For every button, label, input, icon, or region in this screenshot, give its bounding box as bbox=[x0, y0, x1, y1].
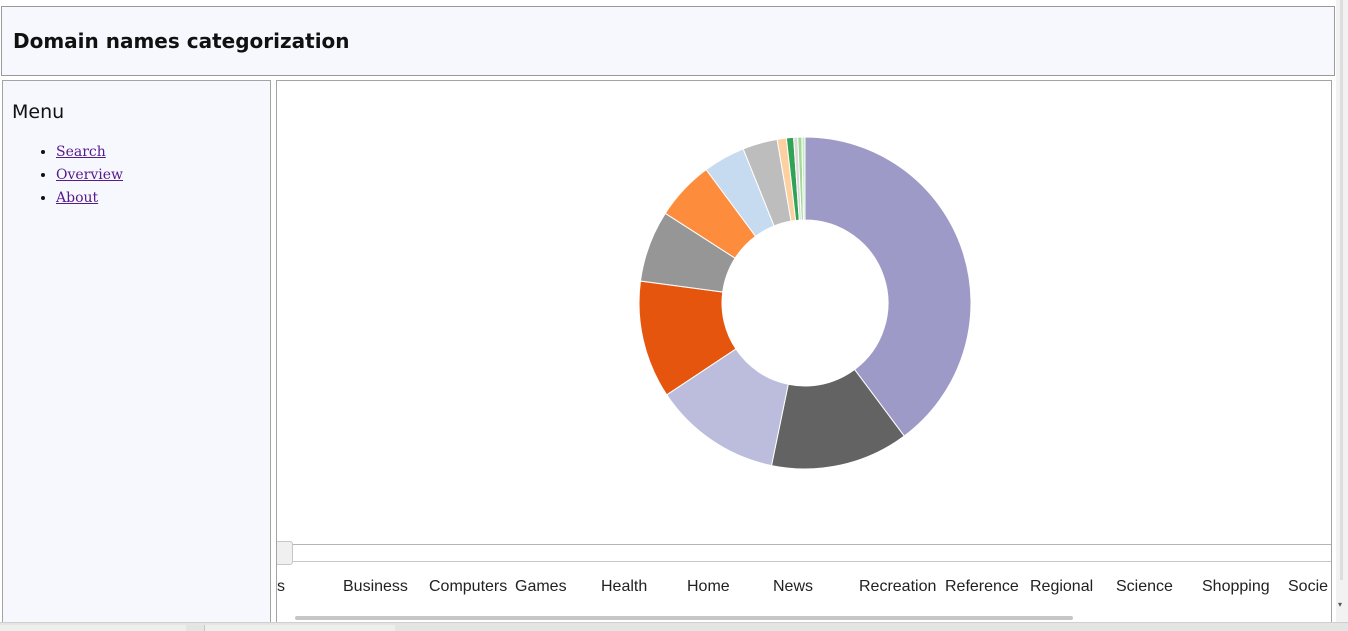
about-link[interactable]: About bbox=[56, 190, 99, 206]
vertical-scrollbar[interactable]: ▾ bbox=[1336, 0, 1348, 630]
donut-slice-12[interactable] bbox=[801, 136, 806, 221]
bottom-scrollbar-segment bbox=[0, 625, 186, 631]
page-title: Domain names categorization bbox=[13, 29, 350, 53]
category-label[interactable]: Socie bbox=[1288, 578, 1329, 595]
search-link[interactable]: Search bbox=[56, 144, 106, 160]
menu-list: Search Overview About bbox=[3, 141, 123, 210]
category-label[interactable]: Business bbox=[343, 578, 408, 595]
range-slider[interactable] bbox=[277, 541, 1331, 565]
category-label[interactable]: Health bbox=[601, 578, 648, 595]
category-label[interactable]: Games bbox=[515, 578, 567, 595]
category-label[interactable]: Shopping bbox=[1202, 578, 1270, 595]
category-label[interactable]: Computers bbox=[429, 578, 508, 595]
menu-item-search: Search bbox=[56, 141, 123, 164]
slider-handle[interactable] bbox=[277, 541, 293, 565]
category-label[interactable]: Science bbox=[1116, 578, 1173, 595]
menu-item-about: About bbox=[56, 187, 123, 210]
category-label[interactable]: Recreation bbox=[859, 578, 937, 595]
donut-chart bbox=[638, 136, 972, 470]
category-label[interactable]: s bbox=[277, 578, 285, 595]
main-panel: s Business Computers Games Health Home N… bbox=[276, 80, 1332, 631]
sidebar-menu: Menu Search Overview About bbox=[2, 80, 271, 631]
category-labels: s Business Computers Games Health Home N… bbox=[277, 578, 1331, 600]
bottom-scrollbar[interactable] bbox=[0, 622, 1348, 631]
horizontal-scrollbar[interactable] bbox=[295, 616, 1073, 620]
page-header: Domain names categorization bbox=[1, 6, 1335, 76]
category-label[interactable]: Reference bbox=[945, 578, 1019, 595]
donut-slice-0[interactable] bbox=[804, 136, 972, 437]
category-label[interactable]: Regional bbox=[1030, 578, 1094, 595]
category-label[interactable]: News bbox=[773, 578, 814, 595]
bottom-scrollbar-segment bbox=[204, 625, 395, 631]
vertical-scrollbar-thumb[interactable] bbox=[1340, 0, 1343, 580]
scroll-down-icon[interactable]: ▾ bbox=[1338, 600, 1343, 609]
menu-title: Menu bbox=[12, 101, 65, 123]
category-label[interactable]: Home bbox=[687, 578, 730, 595]
overview-link[interactable]: Overview bbox=[56, 167, 124, 183]
menu-item-overview: Overview bbox=[56, 164, 123, 187]
